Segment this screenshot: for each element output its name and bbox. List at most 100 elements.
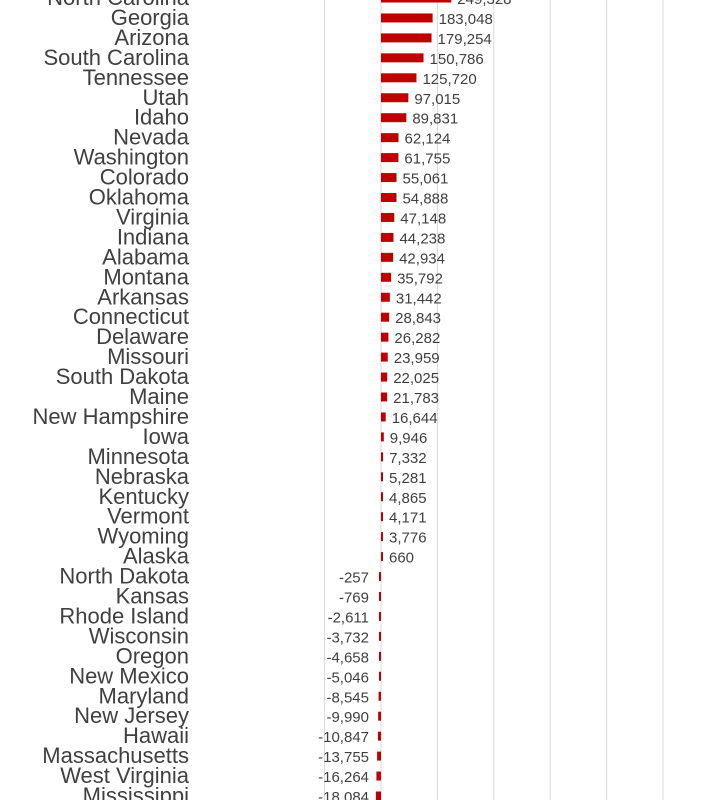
- category-label: Nevada: [113, 125, 190, 150]
- value-label: 5,281: [389, 470, 427, 487]
- value-labels: 249,328 183,048 179,254 150,786 125,720 97,01…: [318, 0, 511, 800]
- category-label: Vermont: [107, 504, 189, 529]
- category-label: Kansas: [116, 584, 189, 609]
- bar: [377, 751, 381, 761]
- bar: [379, 592, 381, 601]
- bar: [381, 193, 397, 202]
- category-label: New Jersey: [74, 703, 189, 728]
- value-label: 150,786: [430, 51, 484, 68]
- value-label: 16,644: [392, 410, 438, 427]
- category-label: Utah: [143, 85, 189, 110]
- value-label: 4,171: [389, 510, 427, 527]
- bar: [381, 332, 389, 342]
- value-label: 125,720: [422, 71, 476, 88]
- bar: [381, 452, 384, 462]
- bar: [381, 472, 383, 482]
- category-label: Minnesota: [87, 444, 189, 469]
- value-label: -18,084: [318, 789, 369, 800]
- bar: [377, 731, 381, 741]
- bar: [375, 791, 381, 800]
- bar: [378, 691, 381, 701]
- value-label: -257: [339, 570, 369, 587]
- value-label: -13,755: [318, 749, 369, 766]
- category-label: Maine: [129, 384, 189, 409]
- value-label: 249,328: [457, 0, 511, 8]
- value-label: 26,282: [394, 330, 440, 347]
- category-label: Tennessee: [83, 65, 189, 90]
- category-label: South Dakota: [56, 364, 190, 389]
- bar: [381, 212, 395, 222]
- category-label: Washington: [74, 145, 189, 170]
- value-label: 21,783: [393, 390, 439, 407]
- category-label: Oregon: [116, 643, 189, 668]
- value-label: 97,015: [414, 91, 460, 108]
- value-label: 62,124: [405, 131, 451, 148]
- category-label: Arkansas: [97, 284, 189, 309]
- value-label: 660: [389, 550, 414, 567]
- category-label: North Dakota: [59, 564, 189, 589]
- bar: [381, 0, 452, 3]
- category-label: Missouri: [107, 344, 189, 369]
- category-label: Rhode Island: [59, 603, 189, 628]
- value-label: -769: [339, 590, 369, 607]
- bar: [381, 352, 388, 362]
- bar: [381, 492, 383, 502]
- category-label: Mississippi: [83, 783, 189, 800]
- category-label: Nebraska: [95, 464, 190, 489]
- bar: [381, 552, 383, 562]
- bar: [381, 272, 392, 282]
- category-label: Idaho: [134, 105, 189, 130]
- category-label: Alaska: [123, 544, 190, 569]
- category-label: Wisconsin: [89, 623, 189, 648]
- bar: [381, 93, 409, 103]
- value-label: 7,332: [389, 450, 427, 467]
- category-label: Virginia: [116, 204, 190, 229]
- category-label: Oklahoma: [89, 185, 190, 210]
- bar: [381, 432, 384, 442]
- bar: [381, 372, 388, 382]
- bar: [381, 252, 394, 262]
- bar: [381, 33, 432, 43]
- value-label: 47,148: [400, 210, 446, 227]
- category-label: Hawaii: [123, 723, 189, 748]
- value-label: 55,061: [403, 171, 449, 188]
- bar: [379, 651, 381, 661]
- value-label: 3,776: [389, 530, 427, 547]
- category-label: Kentucky: [99, 484, 190, 509]
- value-label: -3,732: [326, 629, 369, 646]
- value-label: 89,831: [412, 111, 458, 128]
- value-label: -10,847: [318, 729, 369, 746]
- value-label: -9,990: [326, 709, 369, 726]
- category-label: Arizona: [114, 25, 189, 50]
- value-label: 23,959: [394, 350, 440, 367]
- bar: [381, 312, 390, 322]
- category-label: Indiana: [117, 224, 190, 249]
- category-label: Connecticut: [73, 304, 189, 329]
- value-label: 179,254: [438, 31, 492, 48]
- bar: [381, 392, 388, 402]
- value-label: 9,946: [390, 430, 428, 447]
- category-label: New Mexico: [69, 663, 189, 688]
- category-label: South Carolina: [43, 45, 189, 70]
- bar: [381, 113, 407, 123]
- value-label: 54,888: [402, 191, 448, 208]
- category-labels: North CarolinaGeorgiaArizonaSouth Caroli…: [33, 0, 190, 800]
- bar: [379, 631, 381, 641]
- bar: [381, 173, 397, 183]
- category-label: Wyoming: [98, 524, 190, 549]
- category-label: Iowa: [143, 424, 190, 449]
- value-label: 31,442: [396, 290, 442, 307]
- category-label: Delaware: [96, 324, 189, 349]
- category-label: North Carolina: [47, 0, 190, 10]
- category-label: Georgia: [111, 5, 190, 30]
- category-label: Massachusetts: [42, 743, 189, 768]
- value-label: 35,792: [397, 270, 443, 287]
- value-label: -5,046: [326, 669, 369, 686]
- category-label: Maryland: [99, 683, 189, 708]
- value-label: 22,025: [393, 370, 439, 387]
- bar: [381, 232, 394, 242]
- value-label: -2,611: [328, 609, 369, 626]
- bar: [379, 611, 381, 621]
- bar: [381, 133, 399, 143]
